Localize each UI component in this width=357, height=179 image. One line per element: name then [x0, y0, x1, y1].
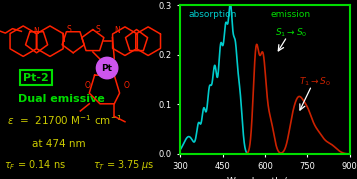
Circle shape [96, 57, 118, 79]
Text: Dual emissive: Dual emissive [18, 94, 105, 104]
Text: absorption: absorption [189, 10, 237, 19]
Text: Pt: Pt [102, 64, 112, 72]
Text: Pt-2: Pt-2 [23, 72, 49, 83]
Text: at 474 nm: at 474 nm [32, 139, 86, 149]
X-axis label: Wavelength / nm: Wavelength / nm [226, 177, 304, 179]
Text: $\varepsilon$  =  21700 M$^{-1}$ cm$^{-1}$: $\varepsilon$ = 21700 M$^{-1}$ cm$^{-1}$ [7, 113, 122, 127]
Text: $S_1 \rightarrow S_0$: $S_1 \rightarrow S_0$ [275, 26, 308, 39]
Text: O: O [85, 81, 90, 90]
Text: N: N [114, 26, 120, 35]
Text: emission: emission [270, 10, 310, 19]
Text: $T_1 \rightarrow S_0$: $T_1 \rightarrow S_0$ [299, 75, 331, 88]
Text: O: O [124, 81, 130, 90]
Text: $\tau_F$ = 0.14 ns: $\tau_F$ = 0.14 ns [4, 158, 66, 172]
Text: S: S [95, 25, 100, 34]
Text: $\tau_T$ = 3.75 $\mu$s: $\tau_T$ = 3.75 $\mu$s [93, 158, 155, 172]
Text: N: N [34, 27, 40, 36]
Text: S: S [66, 25, 71, 34]
